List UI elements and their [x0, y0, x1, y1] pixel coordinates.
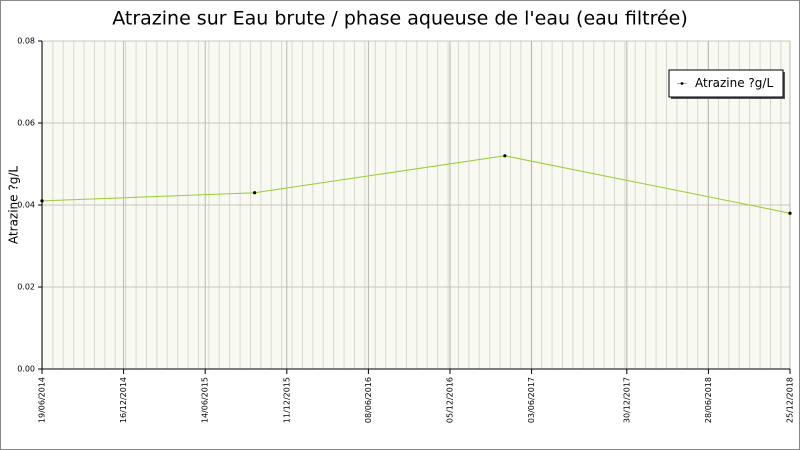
- x-tick-label: 19/06/2014: [38, 377, 47, 423]
- y-axis-label: Atrazine ?g/L: [7, 166, 21, 244]
- legend-marker: [680, 82, 684, 85]
- y-tick-label: 0.08: [17, 37, 35, 46]
- data-point: [40, 199, 44, 203]
- data-point: [788, 211, 792, 215]
- x-tick-label: 08/06/2016: [364, 377, 373, 423]
- legend-label: Atrazine ?g/L: [695, 76, 773, 90]
- chart-title: Atrazine sur Eau brute / phase aqueuse d…: [112, 8, 688, 30]
- data-point: [253, 191, 257, 195]
- y-tick-label: 0.00: [17, 365, 35, 374]
- y-tick-label: 0.02: [17, 283, 35, 292]
- x-tick-label: 03/06/2017: [527, 377, 536, 423]
- x-tick-label: 30/12/2017: [622, 377, 631, 423]
- y-tick-label: 0.04: [17, 201, 35, 210]
- y-tick-label: 0.06: [17, 119, 35, 128]
- series-line: [41, 155, 791, 214]
- legend-box: [668, 69, 784, 98]
- x-tick-label: 16/12/2014: [119, 377, 128, 423]
- x-tick-label: 05/12/2016: [446, 377, 455, 423]
- x-tick-label: 28/06/2018: [704, 377, 713, 423]
- x-tick-label: 25/12/2018: [786, 377, 795, 423]
- data-point: [503, 154, 507, 158]
- x-tick-label: 11/12/2015: [282, 377, 291, 423]
- x-tick-label: 14/06/2015: [201, 377, 210, 423]
